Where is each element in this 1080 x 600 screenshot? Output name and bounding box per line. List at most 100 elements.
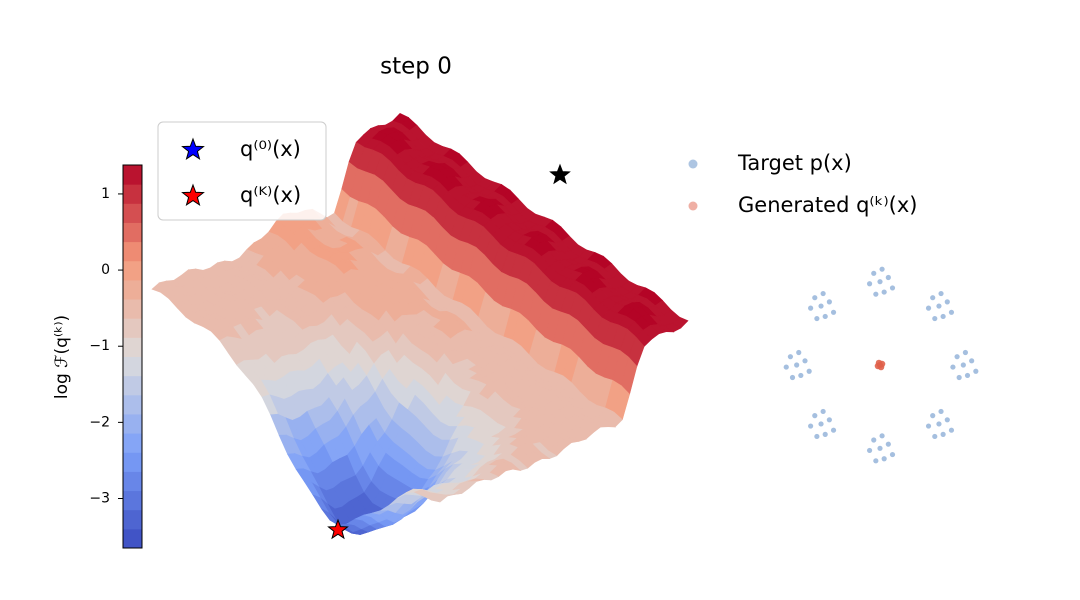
legend-label: Target p(x): [737, 151, 852, 175]
scatter-point: [877, 279, 883, 285]
colorbar-band: [123, 490, 142, 511]
scatter-point: [866, 281, 873, 287]
legend-marker: [181, 183, 205, 207]
colorbar-tick-label: −2: [89, 414, 110, 430]
scatter-point: [789, 374, 796, 381]
scatter-point: [936, 421, 942, 427]
scatter-point: [960, 362, 966, 368]
scatter-point: [936, 303, 942, 309]
scatter-point: [925, 305, 932, 311]
colorbar-band: [123, 337, 142, 357]
colorbar-band: [123, 413, 142, 434]
scatter-point: [940, 431, 946, 437]
scatter-point: [794, 362, 800, 368]
scatter-point: [969, 358, 975, 364]
legend-label: q⁽ᴷ⁾(x): [240, 183, 301, 207]
colorbar-band: [123, 165, 142, 185]
colorbar-band: [123, 184, 142, 204]
surface-marker: [327, 518, 349, 540]
colorbar-band: [123, 279, 142, 300]
scatter-point: [925, 423, 932, 429]
scatter-point: [944, 299, 950, 305]
scatter-point: [812, 413, 818, 419]
legend-marker: [181, 137, 205, 161]
scatter-point: [889, 451, 896, 458]
colorbar-band: [123, 203, 142, 223]
scatter-plot: Target p(x) Generated q⁽ᵏ⁾(x): [688, 151, 979, 464]
scatter-point: [826, 299, 832, 305]
scatter-point: [871, 437, 877, 443]
scatter-point: [783, 364, 789, 370]
colorbar-band: [123, 222, 142, 243]
scatter-point: [818, 303, 824, 309]
scatter-point: [881, 289, 887, 295]
scatter-point: [818, 421, 824, 427]
colorbar: −3 −2 −1 0 1: [89, 164, 143, 549]
legend: q⁽⁰⁾(x) q⁽ᴷ⁾(x): [181, 137, 301, 207]
scatter-point: [871, 270, 877, 276]
scatter-point: [806, 368, 812, 374]
colorbar-band: [123, 375, 142, 396]
colorbar-band: [123, 318, 142, 338]
scatter-point: [814, 315, 820, 322]
colorbar-tick-label: 0: [101, 262, 110, 278]
scatter-point: [877, 445, 883, 451]
scatter-point: [940, 313, 946, 320]
scatter-point: [950, 364, 956, 370]
colorbar-tick-label: 1: [101, 186, 110, 202]
scatter-point: [948, 309, 955, 315]
colorbar-frame: [122, 164, 143, 549]
scatter-point: [964, 372, 971, 379]
colorbar-tick-label: −1: [89, 338, 110, 354]
scatter-point: [879, 266, 885, 272]
scatter-point: [820, 408, 826, 415]
scatter-point: [932, 315, 938, 322]
scatter-point: [798, 372, 804, 379]
scatter-point: [948, 427, 955, 433]
scatter-point: [889, 285, 896, 291]
colorbar-band: [123, 433, 142, 453]
colorbar-tick-label: −3: [89, 491, 110, 507]
scatter-point: [938, 408, 944, 415]
colorbar-label: log ℱ(q⁽ᵏ⁾): [52, 315, 72, 399]
legend-marker: [688, 159, 698, 169]
scatter-point: [930, 413, 936, 419]
scatter-point: [879, 433, 885, 439]
scatter-point: [944, 417, 950, 423]
chart-title: step 0: [380, 54, 452, 80]
scatter-point: [787, 354, 794, 360]
scatter-point: [932, 433, 938, 440]
scatter-point: [885, 274, 891, 281]
scatter-point: [796, 349, 802, 356]
scatter-point: [962, 349, 969, 356]
scatter-point: [808, 423, 814, 429]
legend-label: Generated q⁽ᵏ⁾(x): [738, 193, 917, 217]
colorbar-band: [123, 394, 142, 415]
scatter-point: [954, 354, 960, 360]
scatter-point: [802, 358, 808, 364]
colorbar-band: [123, 356, 142, 377]
scatter-point: [881, 456, 887, 462]
scatter-point: [814, 433, 820, 440]
colorbar-band: [123, 241, 142, 262]
colorbar-band: [123, 299, 142, 319]
surface-marker: [549, 163, 571, 185]
surface-patch: [430, 495, 449, 503]
scatter-point: [885, 441, 891, 447]
colorbar-band: [123, 471, 142, 492]
scatter-point: [866, 447, 873, 454]
scatter-point: [830, 427, 837, 433]
scatter-point: [822, 313, 828, 320]
colorbar-band: [123, 509, 142, 530]
legend-marker: [688, 201, 698, 211]
scatter-point: [830, 309, 837, 315]
scatter-point: [873, 458, 879, 464]
scatter-point: [822, 431, 828, 437]
scatter-point: [938, 290, 944, 297]
scatter-point: [808, 305, 814, 311]
colorbar-band: [123, 452, 142, 472]
scatter-point: [930, 295, 936, 301]
scatter-point: [875, 359, 883, 367]
scatter-point: [973, 368, 979, 374]
